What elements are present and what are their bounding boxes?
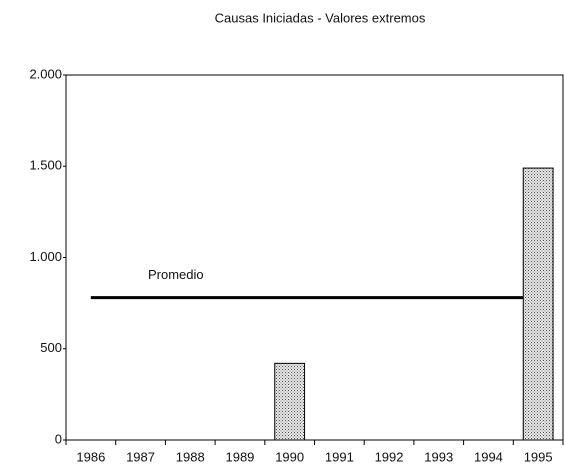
y-tick-label: 2.000 xyxy=(29,66,62,81)
y-tick-label: 500 xyxy=(40,340,62,355)
x-tick-label: 1991 xyxy=(325,449,354,464)
bar xyxy=(522,167,554,441)
x-tick-label: 1994 xyxy=(474,449,503,464)
x-tick-label: 1993 xyxy=(424,449,453,464)
chart-title: Causas Iniciadas - Valores extremos xyxy=(215,10,426,25)
y-tick-label: 1.500 xyxy=(29,158,62,173)
y-tick-label: 1.000 xyxy=(29,249,62,264)
average-label: Promedio xyxy=(148,267,204,282)
x-tick-label: 1988 xyxy=(176,449,205,464)
plot-frame xyxy=(65,74,564,441)
y-tick-label: 0 xyxy=(55,431,62,446)
x-tick-label: 1989 xyxy=(225,449,254,464)
x-tick-label: 1986 xyxy=(76,449,105,464)
bar xyxy=(274,362,306,441)
x-tick-label: 1990 xyxy=(275,449,304,464)
x-tick-label: 1987 xyxy=(126,449,155,464)
x-tick-label: 1992 xyxy=(375,449,404,464)
x-tick-label: 1995 xyxy=(524,449,553,464)
